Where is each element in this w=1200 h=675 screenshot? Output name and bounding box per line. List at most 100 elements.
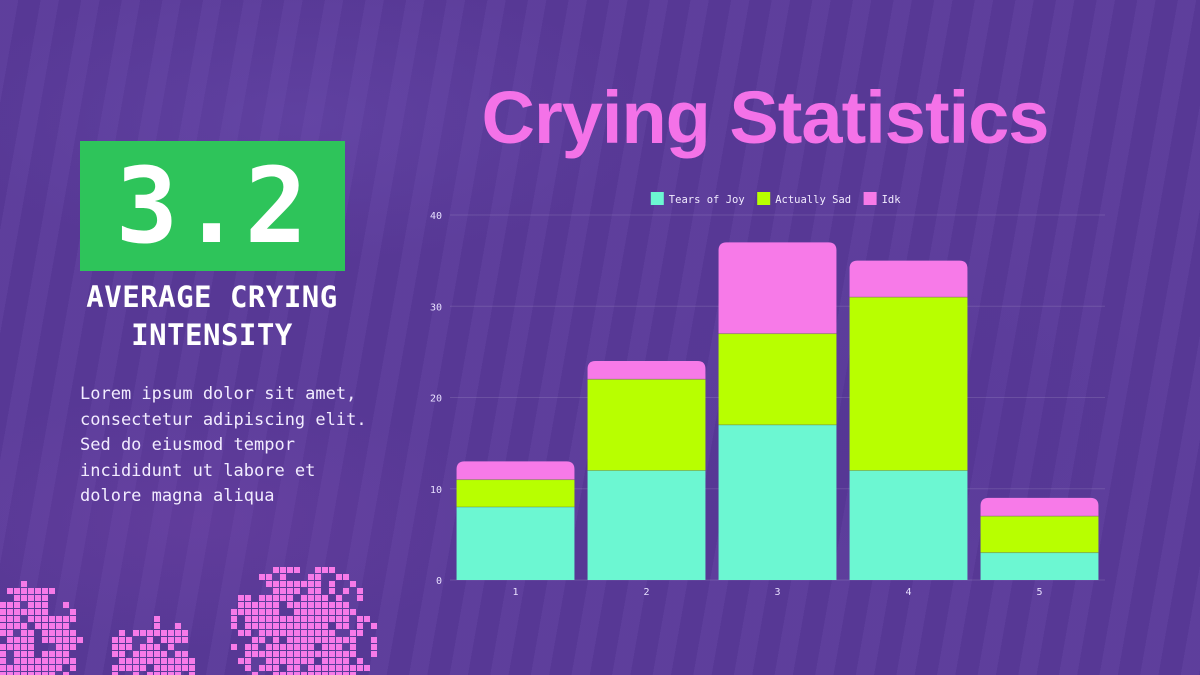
pixel-dot — [336, 602, 342, 608]
pixel-dot — [42, 602, 48, 608]
pixel-dot — [280, 588, 286, 594]
pixel-dot — [280, 658, 286, 664]
pixel-dot — [112, 637, 118, 643]
pixel-dot — [301, 609, 307, 615]
pixel-dot — [371, 644, 377, 650]
pixel-dot — [28, 602, 34, 608]
pixel-dot — [245, 630, 251, 636]
pixel-dot — [287, 595, 293, 601]
pixel-dot — [287, 567, 293, 573]
pixel-dot — [168, 637, 174, 643]
pixel-dot — [308, 644, 314, 650]
pixel-dot — [21, 588, 27, 594]
pixel-dot — [294, 567, 300, 573]
pixel-dot — [140, 630, 146, 636]
pixel-dot — [119, 658, 125, 664]
pixel-dot — [119, 651, 125, 657]
pixel-dot — [308, 637, 314, 643]
pixel-dot — [266, 651, 272, 657]
pixel-dot — [308, 581, 314, 587]
pixel-dot — [273, 581, 279, 587]
pixel-dot — [42, 665, 48, 671]
pixel-dot — [322, 630, 328, 636]
x-tick-label: 3 — [774, 587, 780, 598]
pixel-dot — [287, 672, 293, 675]
pixel-dot — [182, 630, 188, 636]
pixel-dot — [287, 581, 293, 587]
pixel-dot — [42, 658, 48, 664]
pixel-dot — [28, 595, 34, 601]
bar-segment — [587, 470, 706, 580]
stat-label-line2: INTENSITY — [131, 318, 293, 352]
pixel-dot — [329, 651, 335, 657]
pixel-dot — [343, 665, 349, 671]
pixel-dot — [182, 651, 188, 657]
y-tick-label: 30 — [430, 302, 442, 313]
pixel-dot — [280, 672, 286, 675]
pixel-dot — [350, 644, 356, 650]
pixel-dot — [63, 637, 69, 643]
pixel-dot — [14, 665, 20, 671]
pixel-dot — [161, 651, 167, 657]
pixel-dot — [259, 665, 265, 671]
pixel-decoration — [0, 567, 377, 675]
pixel-dot — [357, 623, 363, 629]
pixel-dot — [259, 602, 265, 608]
pixel-dot — [308, 630, 314, 636]
pixel-dot — [357, 616, 363, 622]
pixel-dot — [287, 665, 293, 671]
bar-segment — [587, 379, 706, 471]
pixel-dot — [308, 672, 314, 675]
pixel-dot — [35, 658, 41, 664]
pixel-dot — [329, 644, 335, 650]
stat-value: 3.2 — [115, 145, 310, 267]
pixel-dot — [336, 651, 342, 657]
pixel-dot — [49, 616, 55, 622]
pixel-dot — [266, 602, 272, 608]
pixel-dot — [322, 658, 328, 664]
pixel-dot — [294, 630, 300, 636]
pixel-dot — [42, 623, 48, 629]
pixel-dot — [301, 672, 307, 675]
pixel-dot — [189, 658, 195, 664]
pixel-dot — [7, 630, 13, 636]
chart-title: Crying Statistics — [481, 76, 1050, 159]
pixel-dot — [28, 616, 34, 622]
pixel-dot — [371, 623, 377, 629]
pixel-dot — [70, 644, 76, 650]
pixel-dot — [273, 602, 279, 608]
pixel-dot — [322, 595, 328, 601]
pixel-dot — [28, 637, 34, 643]
stacked-bar-chart: 0 10 20 30 40 1 2 3 4 5 Tears of Joy Actually Sad Id… — [430, 192, 1105, 598]
pixel-dot — [14, 644, 20, 650]
x-tick-label: 1 — [512, 587, 518, 598]
legend-label: Actually Sad — [775, 194, 851, 206]
pixel-dot — [287, 630, 293, 636]
pixel-dot — [266, 616, 272, 622]
pixel-dot — [154, 616, 160, 622]
pixel-dot — [350, 630, 356, 636]
pixel-dot — [77, 637, 83, 643]
pixel-dot — [21, 672, 27, 675]
pixel-dot — [21, 623, 27, 629]
pixel-dot — [231, 623, 237, 629]
pixel-dot — [56, 623, 62, 629]
pixel-dot — [252, 637, 258, 643]
pixel-dot — [168, 630, 174, 636]
x-tick-label: 5 — [1036, 587, 1042, 598]
pixel-dot — [7, 602, 13, 608]
pixel-dot — [154, 630, 160, 636]
pixel-dot — [266, 581, 272, 587]
pixel-dot — [140, 658, 146, 664]
pixel-dot — [259, 595, 265, 601]
pixel-dot — [161, 672, 167, 675]
pixel-dot — [308, 616, 314, 622]
pixel-dot — [35, 588, 41, 594]
pixel-dot — [252, 644, 258, 650]
pixel-dot — [161, 658, 167, 664]
pixel-dot — [357, 588, 363, 594]
pixel-dot — [315, 623, 321, 629]
stat-box: 3.2 — [80, 141, 345, 271]
pixel-dot — [266, 665, 272, 671]
pixel-dot — [322, 602, 328, 608]
